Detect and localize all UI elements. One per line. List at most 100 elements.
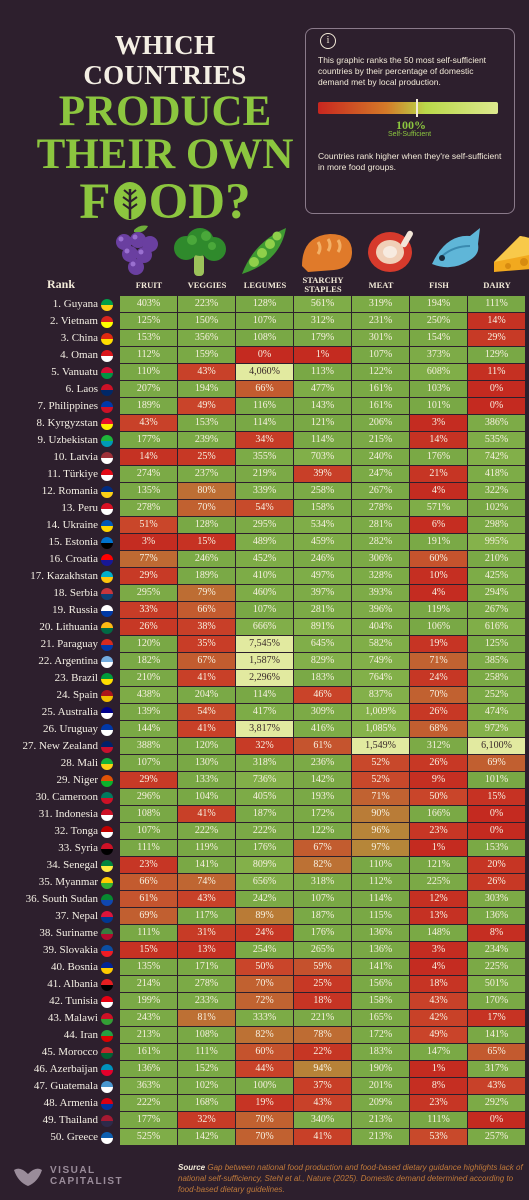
table-cell: 122% — [294, 823, 351, 839]
table-row: 33. Syria 111% 119% 176% 67% 97% 1% 153% — [0, 840, 529, 857]
col-header-dairy: DAIRY — [483, 279, 511, 290]
table-cell: 309% — [294, 704, 351, 720]
table-cell: 165% — [352, 1010, 409, 1026]
title-letters-od: OD? — [148, 174, 251, 230]
table-cell: 14% — [410, 432, 467, 448]
table-cell: 18% — [410, 976, 467, 992]
table-cell: 114% — [236, 687, 293, 703]
country-label: 46. Azerbaijan — [33, 1063, 98, 1075]
table-cell: 121% — [410, 857, 467, 873]
country-label: 5. Vanuatu — [51, 366, 98, 378]
table-cell: 281% — [294, 602, 351, 618]
table-cell: 1,085% — [352, 721, 409, 737]
table-cell: 46% — [294, 687, 351, 703]
flag-icon — [101, 741, 113, 753]
source-text: Gap between national food production and… — [178, 1163, 523, 1194]
table-cell: 112% — [352, 874, 409, 890]
table-cell: 703% — [294, 449, 351, 465]
flag-icon — [101, 554, 113, 566]
rank-header: Rank — [47, 277, 76, 291]
table-cell: 191% — [410, 534, 467, 550]
table-cell: 582% — [352, 636, 409, 652]
table-cell: 3,817% — [236, 721, 293, 737]
table-cell: 242% — [236, 891, 293, 907]
table-cell: 139% — [120, 704, 177, 720]
table-cell: 477% — [294, 381, 351, 397]
flag-icon — [101, 792, 113, 804]
table-cell: 474% — [468, 704, 525, 720]
flag-icon — [101, 605, 113, 617]
table-cell: 29% — [120, 568, 177, 584]
table-cell: 281% — [352, 517, 409, 533]
table-cell: 108% — [236, 330, 293, 346]
flag-icon — [101, 1098, 113, 1110]
table-cell: 114% — [236, 415, 293, 431]
flag-icon — [101, 316, 113, 328]
table-cell: 102% — [468, 500, 525, 516]
table-cell: 53% — [410, 1129, 467, 1145]
table-cell: 246% — [294, 551, 351, 567]
table-cell: 141% — [178, 857, 235, 873]
table-row: 49. Thailand 177% 32% 70% 340% 213% 111% 0% — [0, 1112, 529, 1129]
logo-text: VISUAL CAPITALIST — [50, 1165, 123, 1187]
table-cell: 111% — [468, 296, 525, 312]
table-cell: 295% — [236, 517, 293, 533]
table-cell: 396% — [352, 602, 409, 618]
table-cell: 107% — [236, 313, 293, 329]
table-cell: 194% — [178, 381, 235, 397]
table-cell: 23% — [120, 857, 177, 873]
table-cell: 22% — [294, 1044, 351, 1060]
country-label: 20. Lithuania — [39, 621, 98, 633]
table-cell: 535% — [468, 432, 525, 448]
table-cell: 425% — [468, 568, 525, 584]
country-label: 48. Armenia — [43, 1097, 98, 1109]
table-cell: 385% — [468, 653, 525, 669]
table-cell: 171% — [178, 959, 235, 975]
table-cell: 43% — [120, 415, 177, 431]
country-label: 42. Tunisia — [49, 995, 98, 1007]
logo-text-visual: VISUAL — [50, 1165, 96, 1176]
table-cell: 120% — [120, 636, 177, 652]
table-cell: 319% — [352, 296, 409, 312]
food-icons — [106, 222, 529, 280]
table-cell: 501% — [468, 976, 525, 992]
flag-icon — [101, 843, 113, 855]
flag-icon — [101, 486, 113, 498]
table-cell: 239% — [178, 432, 235, 448]
table-cell: 24% — [236, 925, 293, 941]
table-cell: 4% — [410, 483, 467, 499]
flag-icon — [101, 1030, 113, 1042]
table-cell: 97% — [352, 840, 409, 856]
table-cell: 19% — [410, 636, 467, 652]
table-cell: 3% — [120, 534, 177, 550]
table-cell: 223% — [178, 296, 235, 312]
table-cell: 15% — [120, 942, 177, 958]
country-label: 6. Laos — [65, 383, 98, 395]
table-cell: 190% — [352, 1061, 409, 1077]
table-cell: 187% — [236, 806, 293, 822]
country-label: 29. Niger — [56, 774, 98, 786]
scale-value: 100% — [396, 118, 426, 132]
table-cell: 136% — [468, 908, 525, 924]
table-cell: 14% — [120, 449, 177, 465]
table-cell: 183% — [352, 1044, 409, 1060]
table-cell: 11% — [468, 364, 525, 380]
table-row: 41. Albania 214% 278% 70% 25% 156% 18% 501% — [0, 976, 529, 993]
table-cell: 70% — [410, 687, 467, 703]
flag-icon — [101, 333, 113, 345]
table-cell: 66% — [236, 381, 293, 397]
table-cell: 213% — [352, 1129, 409, 1145]
table-cell: 267% — [352, 483, 409, 499]
table-row: 5. Vanuatu 110% 43% 4,060% 113% 122% 608% 11% — [0, 364, 529, 381]
table-row: 18. Serbia 295% 79% 460% 397% 393% 4% 294% — [0, 585, 529, 602]
flag-icon — [101, 707, 113, 719]
country-label: 30. Cameroon — [35, 791, 98, 803]
table-cell: 0% — [236, 347, 293, 363]
table-cell: 81% — [178, 1010, 235, 1026]
table-cell: 210% — [120, 670, 177, 686]
table-cell: 12% — [410, 891, 467, 907]
table-cell: 317% — [468, 1061, 525, 1077]
table-row: 27. New Zealand 388% 120% 32% 61% 1,549% 312% 6… — [0, 738, 529, 755]
table-cell: 333% — [236, 1010, 293, 1026]
table-cell: 114% — [352, 891, 409, 907]
